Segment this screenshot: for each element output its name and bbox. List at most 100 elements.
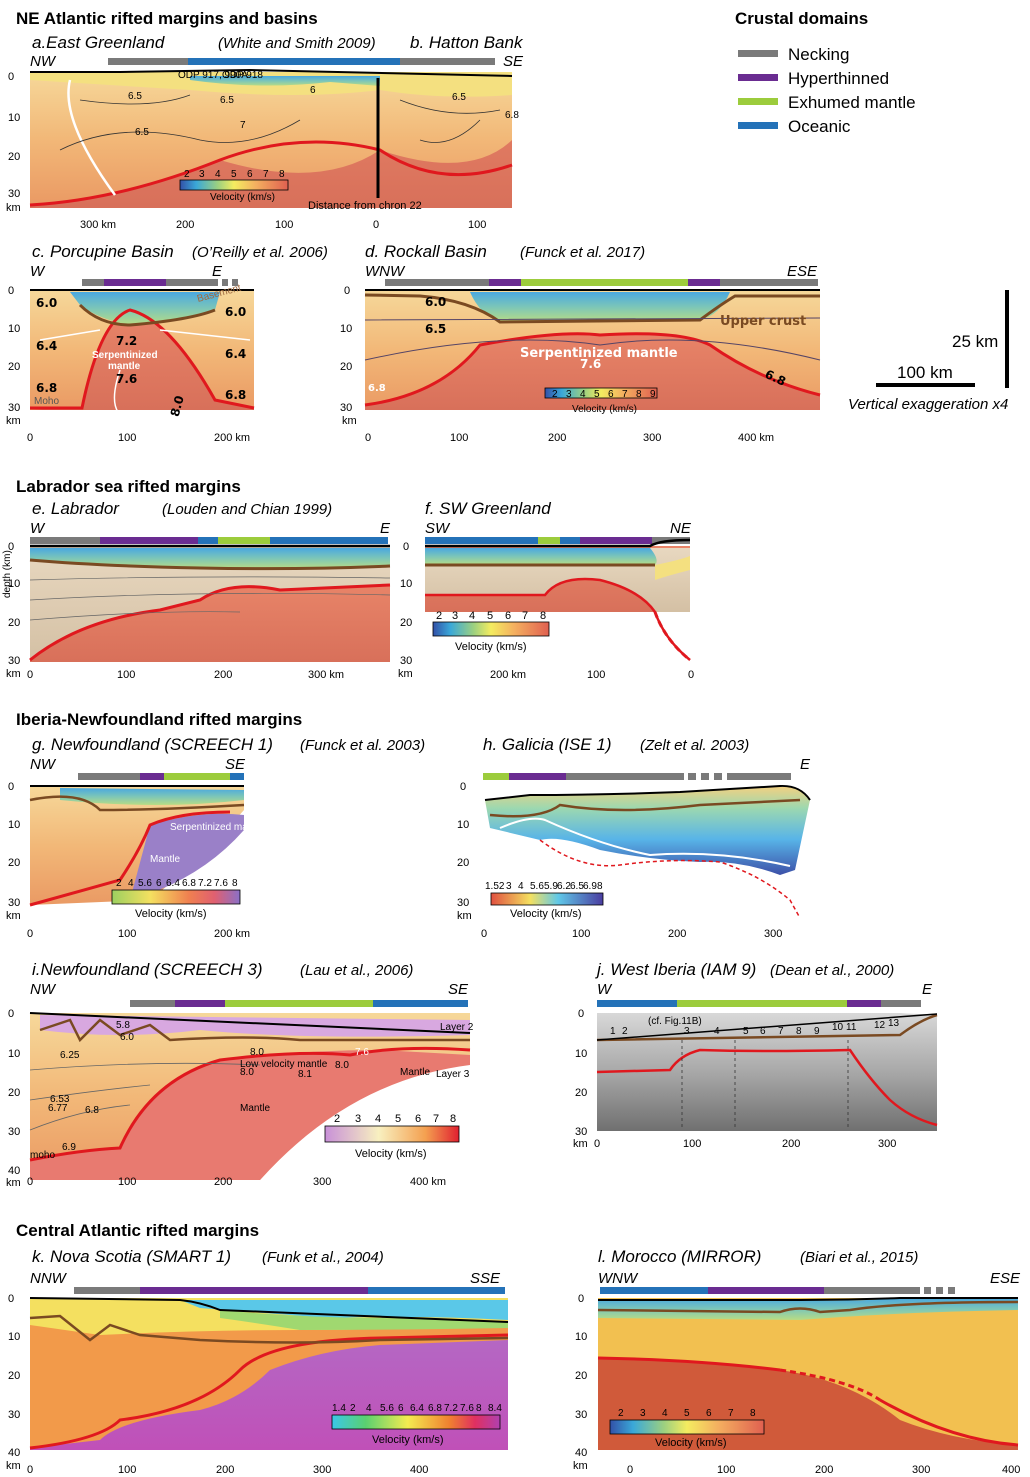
y-tick: 30	[8, 1126, 20, 1138]
domain-bar-dash	[948, 1287, 955, 1294]
domain-bar-oceanic	[600, 1287, 708, 1294]
velocity-tick: 1.52	[485, 881, 505, 892]
velocity-tick: 4	[518, 881, 524, 892]
y-tick: 10	[8, 819, 20, 831]
y-tick: 10	[457, 819, 469, 831]
x-tick: 400 km	[410, 1176, 446, 1188]
velocity-tick: 8	[750, 1408, 756, 1419]
velocity-label: Velocity (km/s)	[210, 192, 275, 203]
x-tick: 400	[410, 1464, 428, 1476]
section-title-lab: Labrador sea rifted margins	[16, 477, 241, 496]
basement-line	[39, 1018, 470, 1043]
velocity-tick: 3	[640, 1408, 646, 1419]
velocity-tick: 6	[247, 169, 253, 180]
domain-bar-oceanic	[560, 537, 580, 544]
obs-label: 7	[778, 1026, 784, 1037]
velocity-value: 6.8	[225, 388, 246, 402]
x-tick: 0	[27, 1464, 33, 1476]
y-tick: 30	[8, 402, 20, 414]
velocity-tick: 2	[334, 1113, 340, 1125]
y-tick: 0	[8, 1293, 14, 1305]
obs-label: 1	[610, 1026, 616, 1037]
velocity-label: Velocity (km/s)	[135, 908, 207, 920]
moho-line-dashed	[653, 611, 691, 662]
domain-bar-exhumed	[521, 279, 688, 286]
panel-f: f. SW Greenland SW NE 2 3 4 5 6 7 8 Velo…	[398, 499, 694, 681]
velocity-value: 6.4	[225, 347, 246, 361]
velocity-tick: 6	[706, 1408, 712, 1419]
domain-bar-hyperthinned	[847, 1000, 881, 1007]
x-tick: 0	[627, 1464, 633, 1476]
x-tick: 200	[782, 1138, 800, 1150]
velocity-tick: 8	[540, 610, 546, 622]
basement-line	[29, 795, 245, 812]
velocity-value: 6.0	[120, 1032, 134, 1043]
y-tick: 0	[8, 285, 14, 297]
velocity-contours	[499, 817, 791, 867]
velocity-value: 7.6	[580, 357, 601, 371]
domain-bar-necking	[720, 279, 818, 286]
moho-line	[597, 1356, 781, 1372]
domain-bar-exhumed	[483, 773, 509, 780]
y-tick: 10	[8, 323, 20, 335]
domain-bar-exhumed	[225, 1000, 373, 1007]
seismic-section	[597, 1013, 937, 1131]
panel-c: c. Porcupine Basin (O’Reilly et al. 2006…	[6, 242, 328, 444]
mantle-body	[30, 1050, 470, 1180]
panel-j: j. West Iberia (IAM 9) (Dean et al., 200…	[573, 960, 938, 1150]
x-tick: 300	[764, 928, 782, 940]
y-tick: 30	[575, 1409, 587, 1421]
velocity-contours	[364, 317, 821, 361]
seafloor-line	[30, 68, 513, 77]
y-tick: 30	[400, 655, 412, 667]
y-tick: km	[573, 1138, 588, 1150]
panel-a-title: a.East Greenland	[32, 33, 165, 52]
coast-boundary	[67, 79, 117, 196]
moho-line	[596, 1048, 938, 1127]
x-tick: 200	[214, 1176, 232, 1188]
obs-label: 9	[814, 1026, 820, 1037]
panel-e-title: e. Labrador	[32, 499, 120, 518]
panel-k-title: k. Nova Scotia (SMART 1)	[32, 1247, 231, 1266]
y-tick: 20	[8, 1087, 20, 1099]
contour-label: 7	[240, 120, 246, 131]
mantle-body	[30, 585, 390, 662]
contour-label: 6.5	[128, 91, 142, 102]
domain-bar-oceanic	[198, 537, 218, 544]
velocity-value: 6.0	[425, 295, 446, 309]
velocity-colorbar	[432, 621, 550, 637]
domain-bar-necking	[385, 279, 489, 286]
legend-swatch-oceanic	[738, 122, 778, 129]
domain-bar-necking	[30, 537, 100, 544]
obs-label: 12	[874, 1020, 886, 1031]
panel-i-title: i.Newfoundland (SCREECH 3)	[32, 960, 263, 979]
legend-title: Crustal domains	[735, 9, 868, 28]
domain-bar-dash	[924, 1287, 931, 1294]
domain-bar-hyperthinned	[140, 773, 164, 780]
moho-line	[30, 308, 255, 410]
y-tick: 10	[575, 1048, 587, 1060]
velocity-tick: 8	[450, 1113, 456, 1125]
velocity-tick: 7	[622, 389, 628, 400]
serpentinized-label: Serpentinized mantle	[520, 346, 678, 361]
section-title-iberia: Iberia-Newfoundland rifted margins	[16, 710, 302, 729]
velocity-tick: 9	[650, 389, 656, 400]
panel-g-right-dir: SE	[225, 756, 246, 773]
domain-bar-necking	[108, 58, 188, 65]
y-tick: km	[342, 415, 357, 427]
x-tick: 0	[481, 928, 487, 940]
x-tick: 300	[878, 1138, 896, 1150]
domain-bar-oceanic	[425, 537, 538, 544]
velocity-contours	[39, 329, 251, 413]
moho-line	[364, 332, 821, 407]
velocity-tick: 7	[522, 610, 528, 622]
site-label-2: ODP 918	[222, 70, 263, 81]
panel-h-ref: (Zelt et al. 2003)	[640, 737, 749, 754]
legend-swatch-hyperthinned	[738, 74, 778, 81]
y-tick: 10	[400, 578, 412, 590]
legend-label-exhumed: Exhumed mantle	[788, 93, 916, 112]
x-tick: 100	[118, 1176, 136, 1188]
site-label-1: ODP 917, 990A	[178, 70, 248, 81]
panel-d-ref: (Funck et al. 2017)	[520, 244, 645, 261]
